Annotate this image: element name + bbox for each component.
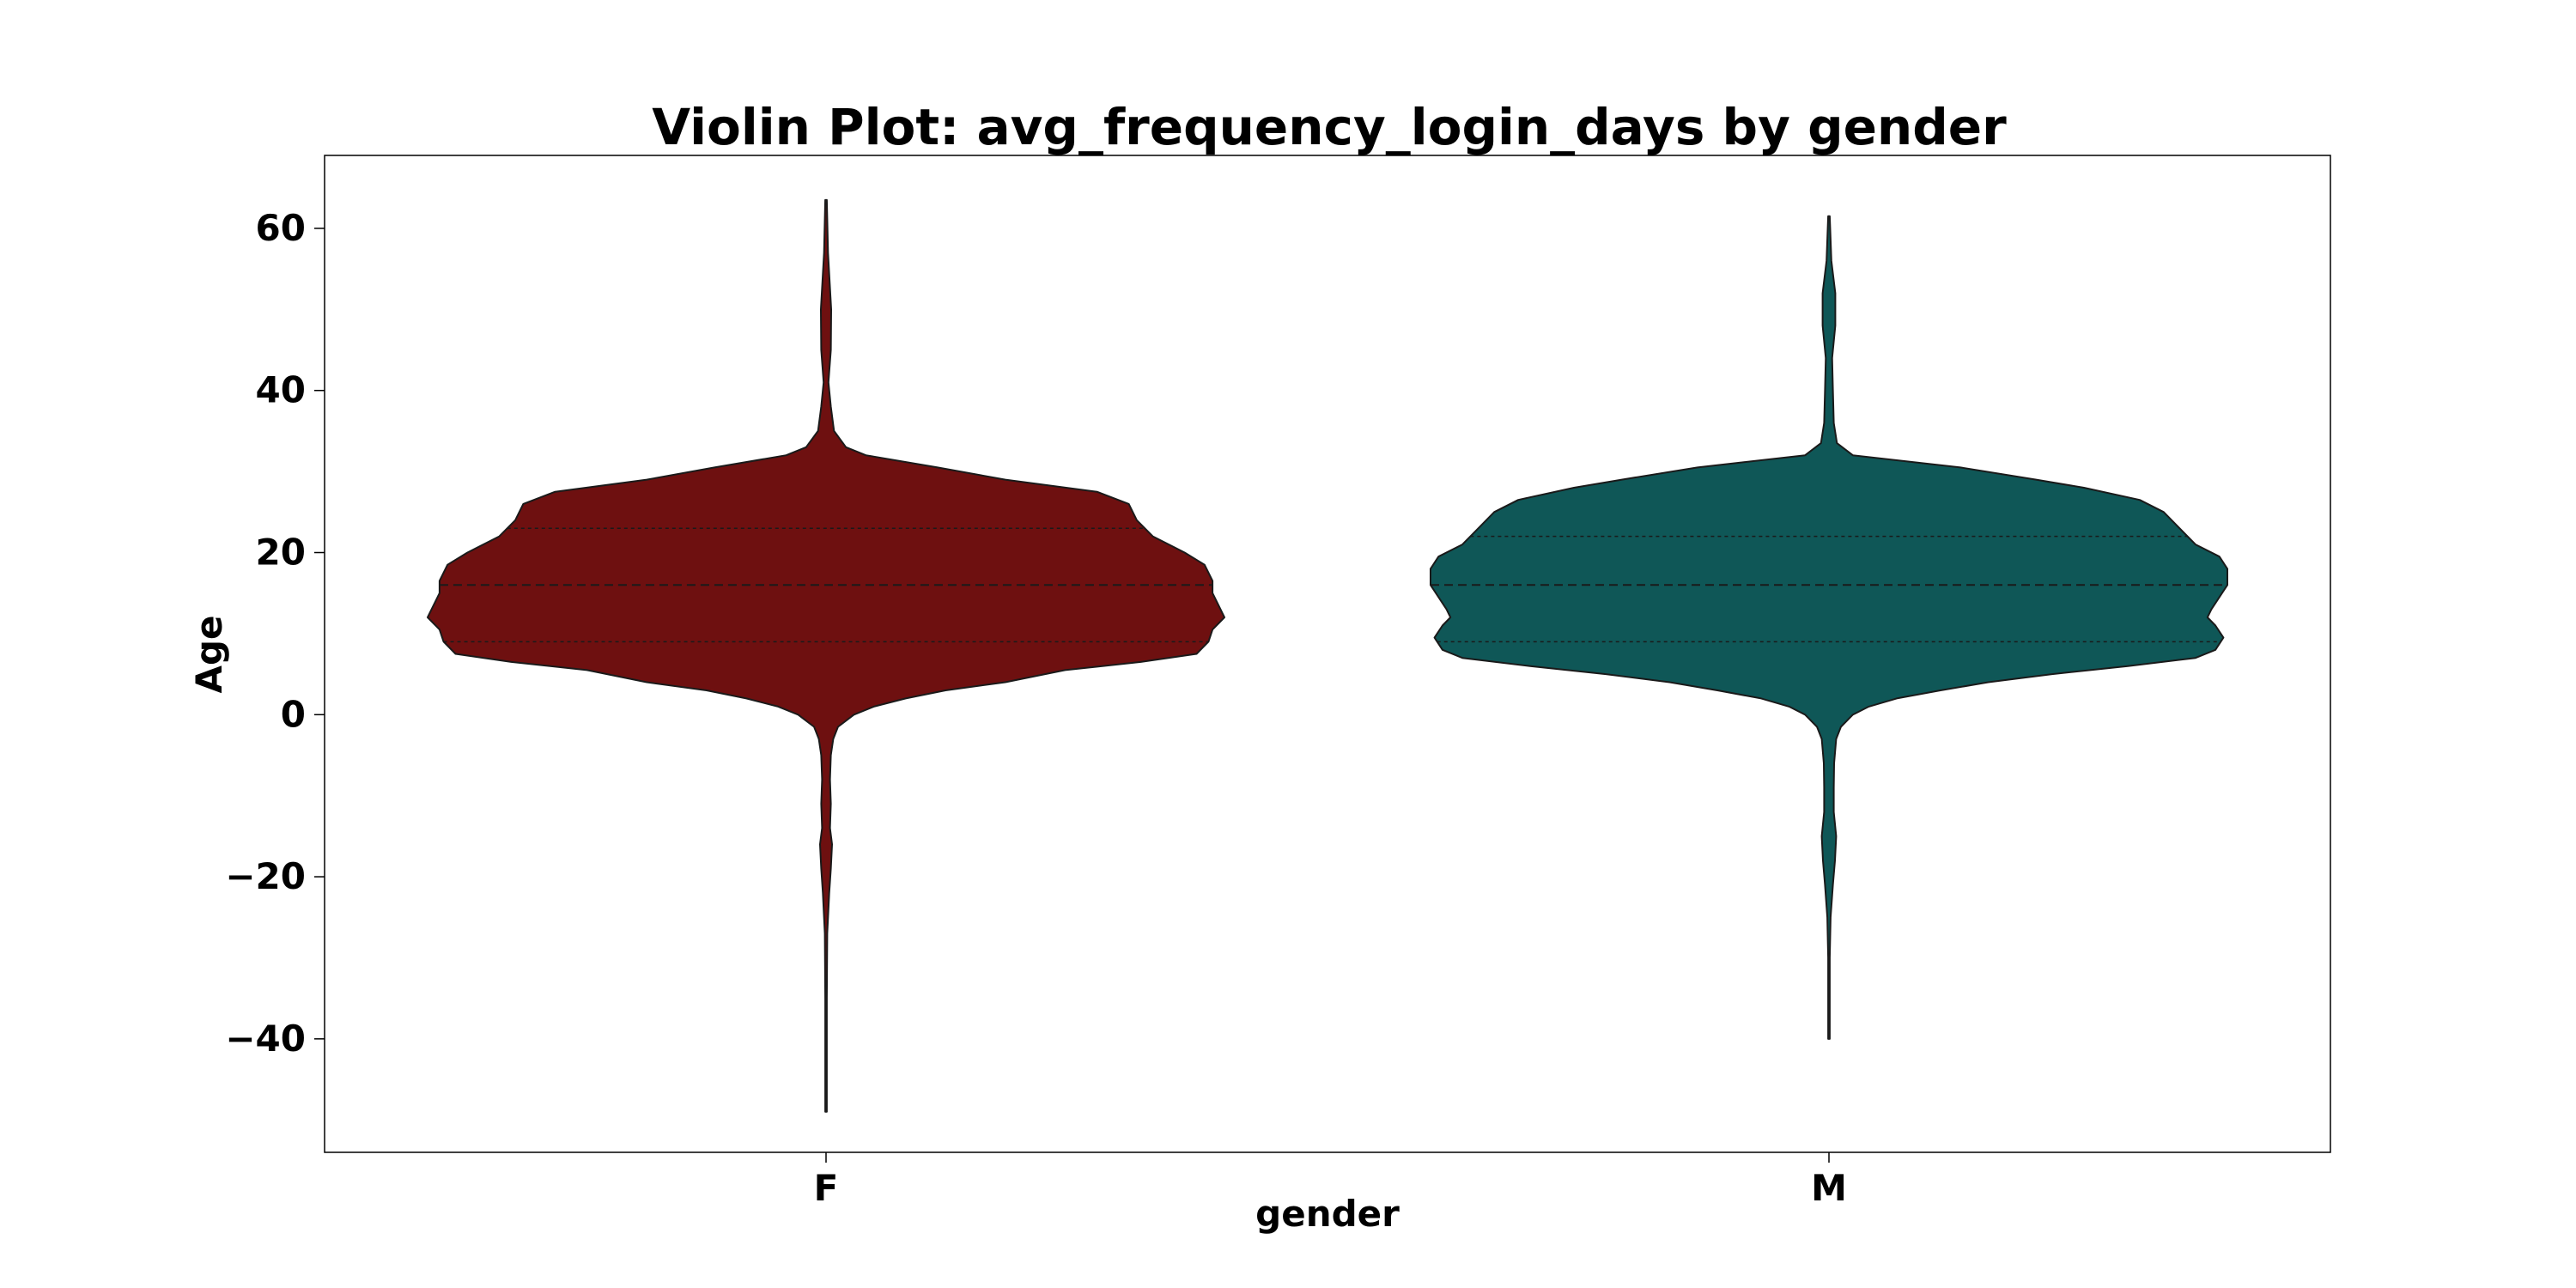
y-tick-label: −40 <box>225 1018 306 1060</box>
y-axis-ticks: −40 −20 0 20 40 60 <box>225 207 325 1060</box>
violin-m <box>1430 215 2228 1040</box>
x-tick-label-m: M <box>1811 1167 1847 1209</box>
y-tick-label: 40 <box>256 369 306 411</box>
y-axis-label: Age <box>188 615 230 693</box>
y-tick-label: 20 <box>256 532 306 574</box>
y-tick-label: 60 <box>256 207 306 249</box>
chart-title: Violin Plot: avg_frequency_login_days by… <box>652 98 2007 156</box>
plot-frame <box>324 155 2331 1153</box>
x-tick-label-f: F <box>814 1167 839 1209</box>
violin-f <box>427 198 1225 1113</box>
violins-group <box>427 198 2228 1113</box>
y-tick-label: 0 <box>281 693 306 735</box>
y-tick-label: −20 <box>225 855 306 897</box>
x-axis-label: gender <box>1255 1193 1400 1235</box>
